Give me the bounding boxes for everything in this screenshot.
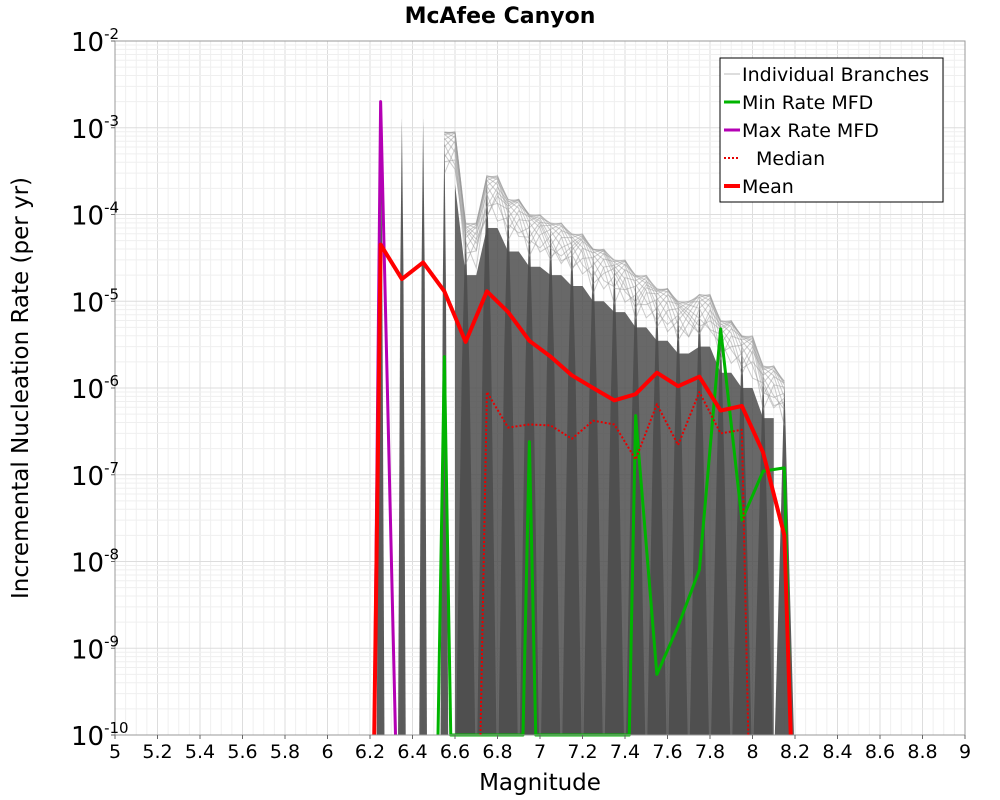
branch-spike (419, 117, 427, 735)
x-tick-label: 8.4 (822, 741, 852, 763)
series-lines (372, 100, 793, 737)
x-tick-label: 8 (746, 741, 758, 763)
series-median (479, 390, 750, 736)
branch-trace (444, 134, 785, 409)
y-tick-label: 10-8 (71, 546, 119, 579)
legend-label: Median (756, 148, 825, 170)
legend-label: Mean (742, 176, 794, 198)
y-axis-label: Incremental Nucleation Rate (per yr) (8, 177, 34, 599)
x-tick-label: 6.2 (355, 741, 385, 763)
x-tick-label: 6.6 (440, 741, 470, 763)
series-mean (372, 242, 793, 736)
y-axis-ticks: 10-10 10-9 10-8 10-7 10-6 10-5 10-4 10-3 10-2 (71, 25, 129, 752)
x-tick-label: 5.6 (227, 741, 257, 763)
branch-trace (444, 131, 785, 426)
x-tick-label: 5.2 (142, 741, 172, 763)
x-axis-label: Magnitude (479, 770, 601, 796)
x-tick-label: 6.8 (482, 741, 512, 763)
legend-label: Min Rate MFD (742, 92, 873, 114)
y-tick-label: 10-5 (71, 285, 119, 318)
branch-spike (398, 117, 406, 735)
branch-trace (443, 153, 785, 384)
x-axis-ticks: 5 5.2 5.4 5.6 5.8 6 6.2 6.4 6.6 6.8 7 7.2 7.4 7.6 7.8 8… (109, 735, 971, 763)
chart-title: McAfee Canyon (405, 4, 596, 29)
branch-trace (444, 131, 785, 410)
x-tick-label: 8.6 (865, 741, 895, 763)
branch-spike (376, 101, 385, 736)
x-tick-label: 7.2 (567, 741, 597, 763)
y-tick-label: 10-3 (71, 112, 119, 145)
x-tick-label: 5.4 (185, 741, 215, 763)
x-tick-label: 7.4 (610, 741, 640, 763)
legend: Individual Branches Min Rate MFD Max Rate … (719, 57, 944, 203)
y-tick-label: 10-10 (71, 719, 129, 752)
y-tick-label: 10-6 (71, 372, 119, 405)
x-tick-label: 6.4 (397, 741, 427, 763)
x-tick-label: 7 (534, 741, 546, 763)
y-tick-label: 10-4 (71, 199, 119, 232)
y-tick-label: 10-2 (71, 25, 119, 58)
x-tick-label: 5.8 (270, 741, 300, 763)
branches-envelope (376, 101, 794, 736)
x-tick-label: 8.2 (780, 741, 810, 763)
branch-trace (443, 144, 785, 382)
x-tick-label: 5 (109, 741, 121, 763)
branch-trace (444, 131, 785, 409)
legend-label: Individual Branches (742, 64, 929, 86)
legend-label: Max Rate MFD (742, 120, 879, 142)
x-tick-label: 7.6 (652, 741, 682, 763)
x-tick-label: 7.8 (695, 741, 725, 763)
x-tick-label: 8.8 (907, 741, 937, 763)
branch-band (455, 183, 774, 735)
x-tick-label: 6 (321, 741, 333, 763)
y-tick-label: 10-9 (71, 632, 119, 665)
y-tick-label: 10-7 (71, 459, 119, 492)
x-tick-label: 9 (959, 741, 971, 763)
legend-box (719, 57, 944, 203)
